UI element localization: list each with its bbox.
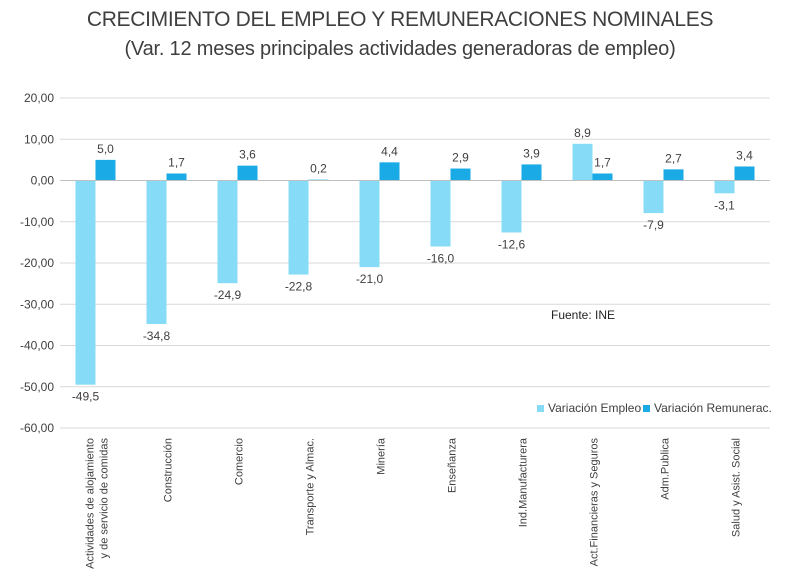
x-category-label: Transporte y Almac.: [305, 438, 317, 535]
source-note: Fuente: INE: [551, 308, 615, 322]
data-label-empleo: -21,0: [356, 272, 384, 286]
data-label-remunerac: 3,6: [239, 148, 256, 162]
bar-empleo: [217, 180, 238, 284]
bar-remunerac: [450, 168, 471, 181]
data-label-empleo: -22,8: [285, 280, 313, 294]
bar-remunerac: [379, 162, 400, 181]
bar-empleo: [714, 180, 735, 194]
data-label-remunerac: 3,9: [523, 146, 540, 160]
legend-label-empleo: Variación Empleo: [548, 401, 641, 415]
x-category-label: Act.Financieras y Seguros: [589, 438, 601, 567]
y-tick-label: 10,00: [24, 132, 54, 146]
bar-empleo: [430, 180, 451, 247]
legend: Variación Empleo Variación Remunerac.: [537, 401, 772, 415]
data-label-empleo: -7,9: [643, 218, 664, 232]
data-label-remunerac: 5,0: [97, 142, 114, 156]
axis-layer: 20,00 10,00 0,00 -10,00 -20,00 -30,00 -40,00 -5…: [20, 91, 770, 569]
data-label-empleo: -3,1: [714, 198, 735, 212]
chart-subtitle: (Var. 12 meses principales actividades g…: [124, 38, 676, 60]
bar-remunerac: [166, 173, 187, 181]
bar-empleo: [501, 180, 522, 233]
bar-empleo: [643, 180, 664, 214]
data-label-remunerac: 0,2: [310, 162, 327, 176]
data-label-empleo: -34,8: [143, 329, 171, 343]
x-category-label: Enseñanza: [447, 437, 459, 493]
data-label-remunerac: 2,7: [665, 151, 682, 165]
x-category-label: Minería: [376, 437, 388, 475]
x-category-label: Ind.Manufacturera: [518, 437, 530, 527]
data-label-empleo: -16,0: [427, 252, 455, 266]
y-tick-label: -20,00: [20, 256, 54, 270]
data-label-remunerac: 3,4: [736, 148, 753, 162]
data-label-empleo: -49,5: [72, 390, 100, 404]
y-tick-label: -60,00: [20, 421, 54, 435]
y-tick-label: 0,00: [31, 174, 55, 188]
x-category-label: Actividades de alojamiento: [85, 438, 97, 569]
bar-empleo: [572, 143, 593, 181]
bar-remunerac: [663, 169, 684, 181]
x-category-label: Comercio: [234, 438, 246, 485]
data-label-remunerac: 1,7: [594, 155, 611, 169]
bar-empleo: [359, 180, 380, 268]
data-label-empleo: -24,9: [214, 288, 242, 302]
legend-swatch-empleo: [537, 405, 544, 412]
bar-remunerac: [592, 173, 613, 181]
data-labels-layer: -49,5 5,0 -34,8 1,7 -24,9 3,6 -22,8 0,2 -21,0 4,4…: [72, 126, 753, 404]
x-category-label: Construcción: [163, 438, 175, 502]
bar-remunerac: [734, 166, 755, 181]
bar-empleo: [146, 180, 167, 325]
y-tick-label: -30,00: [20, 297, 54, 311]
y-tick-label: -50,00: [20, 380, 54, 394]
bar-empleo: [75, 180, 96, 385]
y-tick-label: -40,00: [20, 339, 54, 353]
x-category-label: y de servicio de comidas: [99, 438, 111, 559]
data-label-empleo: -12,6: [498, 237, 526, 251]
chart-title-block: CRECIMIENTO DEL EMPLEO Y REMUNERACIONES …: [0, 8, 800, 61]
bar-remunerac: [521, 164, 542, 181]
data-label-remunerac: 4,4: [381, 144, 398, 158]
x-category-label: Adm.Publica: [660, 437, 672, 500]
legend-swatch-remunerac: [643, 405, 650, 412]
legend-label-remunerac: Variación Remunerac.: [654, 401, 772, 415]
bar-remunerac: [237, 165, 258, 181]
bar-remunerac: [95, 159, 116, 181]
data-label-remunerac: 2,9: [452, 151, 469, 165]
y-tick-label: 20,00: [24, 91, 54, 105]
y-tick-label: -10,00: [20, 215, 54, 229]
data-label-empleo: 8,9: [574, 126, 591, 140]
bar-empleo: [288, 180, 309, 275]
chart-title: CRECIMIENTO DEL EMPLEO Y REMUNERACIONES …: [86, 8, 714, 31]
data-label-remunerac: 1,7: [168, 155, 185, 169]
bars-layer: [75, 143, 755, 385]
x-category-label: Salud y Asist. Social: [731, 438, 743, 537]
